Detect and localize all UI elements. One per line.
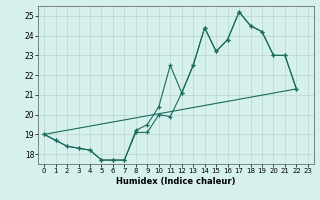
X-axis label: Humidex (Indice chaleur): Humidex (Indice chaleur)	[116, 177, 236, 186]
